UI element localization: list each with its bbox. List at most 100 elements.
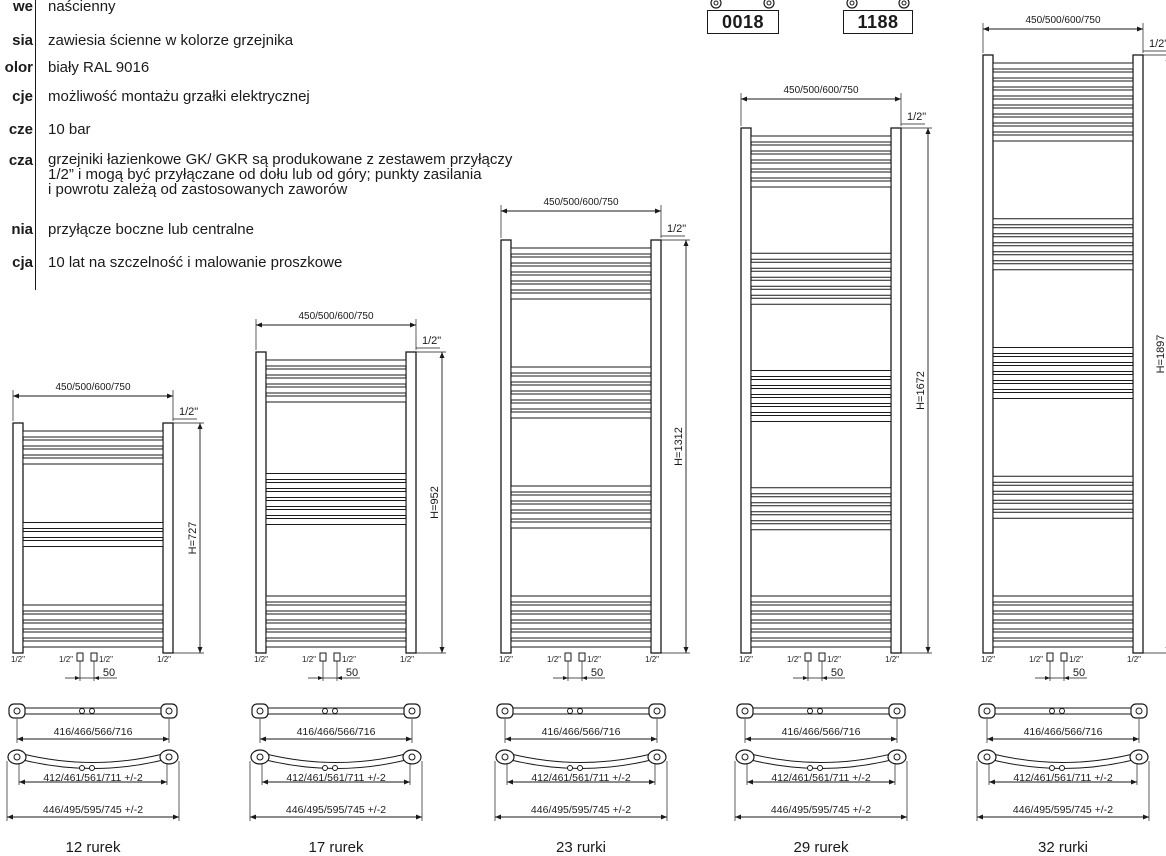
color-code-box: 1188 <box>843 10 913 34</box>
spec-label: cza <box>8 152 33 169</box>
thread-label-bottom: 1/2" <box>302 655 316 664</box>
spec-value: możliwość montażu grzałki elektrycznej <box>48 88 310 105</box>
radiator-3: 450/500/600/750 H=1312 1/2" 1/2" 1/2" 1/2" 1/2… <box>494 197 690 856</box>
tube <box>992 622 1134 630</box>
spec-value: grzejniki łazienkowe GK/ GKR są produkow… <box>48 151 513 198</box>
tube <box>510 274 652 282</box>
radiator-caption: 32 rurki <box>1038 839 1088 856</box>
tube <box>750 631 892 639</box>
tube <box>992 613 1134 621</box>
tube <box>750 279 892 287</box>
spec-row-warranty: cja 10 lat na szczelność i malowanie pro… <box>0 254 620 280</box>
thread-label-top: 1/2" <box>907 111 926 123</box>
tube <box>750 613 892 621</box>
radiator-4: 450/500/600/750 H=1672 1/2" 1/2" 1/2" 1/2" 1/2… <box>734 85 932 856</box>
spacing-label: 50 <box>103 667 115 679</box>
tube <box>265 622 407 630</box>
tube <box>750 270 892 278</box>
tube <box>992 125 1134 133</box>
tube <box>510 265 652 273</box>
top-view-end <box>978 703 996 719</box>
tube <box>750 288 892 296</box>
tube <box>265 640 407 648</box>
width-dimension-label: 450/500/600/750 <box>783 85 859 96</box>
tube <box>750 135 892 143</box>
thread-label-top: 1/2" <box>179 406 198 418</box>
radiator-caption: 17 rurek <box>308 839 364 856</box>
tube <box>22 457 164 465</box>
top-view-end <box>1130 703 1148 719</box>
tube <box>510 247 652 255</box>
curved-end <box>977 749 997 765</box>
spec-value: naścienny <box>48 0 116 15</box>
tube <box>750 397 892 404</box>
thread-label-bottom: 1/2" <box>1029 655 1043 664</box>
radiator-2: 450/500/600/750 H=952 1/2" 1/2" 1/2" 1/2" 1/2"… <box>249 311 446 856</box>
tube <box>750 370 892 377</box>
curved-outer-label: 446/495/595/745 +/-2 <box>286 804 386 816</box>
tube <box>510 411 652 419</box>
left-rail <box>500 239 512 654</box>
tube <box>750 379 892 386</box>
top-view-end <box>8 703 26 719</box>
tube <box>22 430 164 438</box>
tube <box>992 80 1134 88</box>
curved-tube <box>510 753 652 763</box>
thread-label-bottom: 1/2" <box>1069 655 1083 664</box>
right-rail <box>162 422 174 654</box>
tube <box>750 415 892 422</box>
tube <box>992 107 1134 115</box>
spec-row-options: cje możliwość montażu grzałki elektryczn… <box>0 88 620 114</box>
tube <box>750 144 892 152</box>
tube <box>265 604 407 612</box>
top-view-end <box>648 703 666 719</box>
tube <box>992 604 1134 612</box>
right-rail <box>1132 54 1144 654</box>
spec-row-connection-type: nia przyłącze boczne lub centralne <box>0 221 620 247</box>
radiator-5: 450/500/600/750 H=1897 1/2" 1/2" 1/2" 1/2" 1/2… <box>976 15 1166 856</box>
valve-stub <box>1046 652 1054 662</box>
curved-end <box>7 749 27 765</box>
spec-label: cze <box>8 121 33 138</box>
tube <box>510 485 652 493</box>
tube <box>22 604 164 612</box>
tube <box>22 522 164 529</box>
curved-inner-label: 412/461/561/711 +/-2 <box>771 772 871 784</box>
valve-stub <box>333 652 341 662</box>
tube <box>750 622 892 630</box>
thread-label-bottom: 1/2" <box>1127 655 1141 664</box>
spec-row-color: olor biały RAL 9016 <box>0 59 620 85</box>
curved-end <box>1129 749 1149 765</box>
tube <box>510 622 652 630</box>
curved-end <box>159 749 179 765</box>
thread-label-bottom: 1/2" <box>587 655 601 664</box>
tube <box>510 375 652 383</box>
curved-inner-label: 412/461/561/711 +/-2 <box>1013 772 1113 784</box>
thread-label-top: 1/2" <box>422 335 441 347</box>
thread-label-bottom: 1/2" <box>254 655 268 664</box>
tube <box>992 116 1134 124</box>
tube <box>510 393 652 401</box>
valve-stub <box>564 652 572 662</box>
curved-inner-label: 412/461/561/711 +/-2 <box>286 772 386 784</box>
tube <box>510 512 652 520</box>
valve-stub <box>76 652 84 662</box>
tube <box>750 595 892 603</box>
tube <box>265 482 407 489</box>
tube <box>510 521 652 529</box>
tube <box>265 368 407 376</box>
tube <box>510 631 652 639</box>
tube <box>992 595 1134 603</box>
tube <box>265 631 407 639</box>
tube <box>992 493 1134 501</box>
tube <box>22 631 164 639</box>
tube <box>22 613 164 621</box>
left-rail <box>255 351 267 654</box>
curved-outer-label: 446/495/595/745 +/-2 <box>1013 804 1113 816</box>
thread-label-bottom: 1/2" <box>645 655 659 664</box>
straight-span-label: 416/466/566/716 <box>297 726 376 738</box>
tube <box>992 62 1134 70</box>
tube <box>750 171 892 179</box>
spacing-label: 50 <box>346 667 358 679</box>
